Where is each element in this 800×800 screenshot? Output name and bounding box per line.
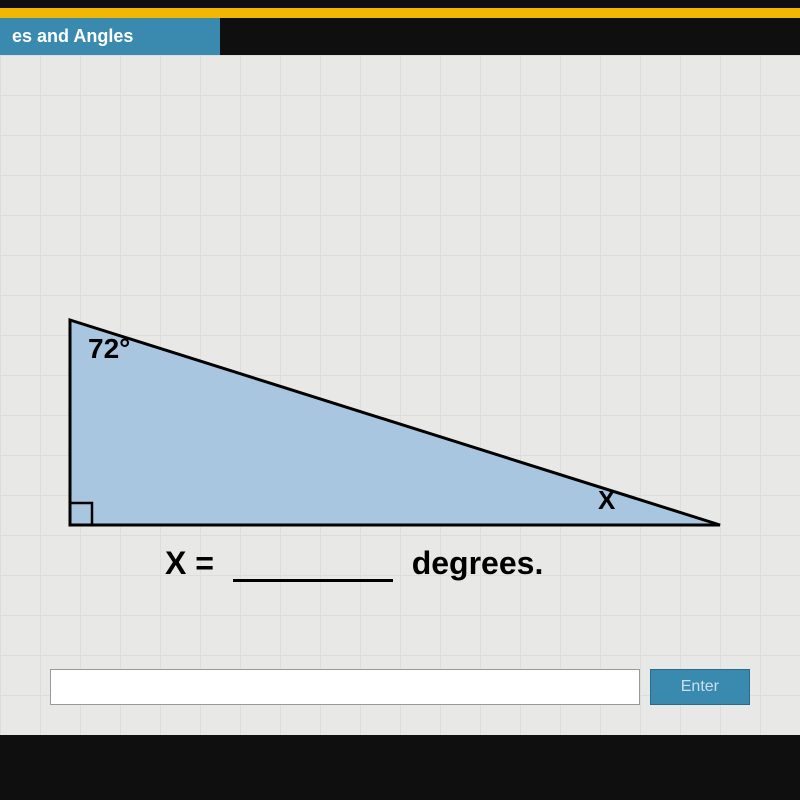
equation-prefix: X = xyxy=(165,545,214,581)
app-frame: es and Angles 72° X X = degrees. Enter xyxy=(0,0,800,800)
enter-button[interactable]: Enter xyxy=(650,669,750,705)
equation-blank xyxy=(233,579,393,582)
content-area: 72° X X = degrees. Enter xyxy=(0,55,800,735)
triangle-diagram xyxy=(60,315,740,550)
answer-input[interactable] xyxy=(50,669,640,705)
equation-suffix: degrees. xyxy=(412,545,544,581)
header-bar: es and Angles xyxy=(0,18,220,55)
equation-prompt: X = degrees. xyxy=(165,545,543,582)
answer-bar: Enter xyxy=(50,669,750,705)
triangle-shape xyxy=(70,320,720,525)
triangle-svg xyxy=(60,315,740,545)
header-title: es and Angles xyxy=(12,26,133,46)
angle-label-x: X xyxy=(598,485,615,516)
yellow-accent-bar xyxy=(0,8,800,18)
angle-label-72: 72° xyxy=(88,333,130,365)
